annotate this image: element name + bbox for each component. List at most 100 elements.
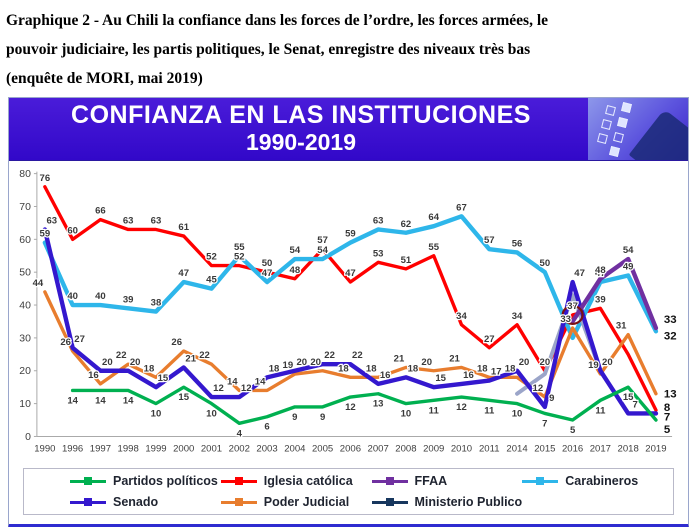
x-tick-label: 1990 — [34, 443, 55, 454]
data-label: 12 — [533, 383, 544, 394]
data-label: 50 — [540, 258, 551, 269]
data-label: 76 — [40, 173, 51, 184]
data-label: 18 — [408, 363, 419, 374]
data-label: 12 — [456, 402, 467, 413]
data-label: 9 — [292, 412, 297, 423]
x-tick-label: 2016 — [562, 443, 583, 454]
circled-annotation — [561, 304, 584, 325]
legend-label: Ministerio Publico — [414, 495, 523, 509]
hand-pen-silhouette — [628, 109, 688, 160]
data-label: 22 — [352, 350, 363, 361]
data-label: 5 — [570, 425, 576, 436]
x-tick-label: 1996 — [62, 443, 83, 454]
data-label: 47 — [178, 268, 189, 279]
data-label: 47 — [345, 268, 356, 279]
data-label: 27 — [74, 334, 85, 345]
legend-item: Partidos políticos — [70, 474, 221, 488]
data-label: 52 — [234, 252, 245, 263]
data-label: 20 — [421, 357, 432, 368]
data-label: 11 — [429, 405, 440, 416]
chart-title: CONFIANZA EN LAS INSTITUCIONES 1990-2019 — [9, 101, 593, 155]
data-label: 62 — [401, 219, 412, 230]
data-label: 59 — [40, 229, 51, 240]
data-label: 67 — [456, 202, 467, 213]
x-tick-label: 2005 — [312, 443, 333, 454]
data-label: 21 — [449, 353, 460, 364]
y-tick-label: 50 — [19, 268, 31, 279]
data-label: 16 — [380, 370, 391, 381]
data-label: 18 — [144, 363, 155, 374]
legend-item: Senado — [70, 495, 221, 509]
data-label: 54 — [317, 245, 328, 256]
data-label: 47 — [262, 268, 273, 279]
data-label: 15 — [623, 392, 634, 403]
data-label: 17 — [491, 367, 502, 378]
data-label: 56 — [512, 238, 523, 249]
x-tick-label: 2010 — [451, 443, 472, 454]
legend-label: Senado — [113, 495, 159, 509]
chart-area: 0 10 20 30 40 50 60 70 80 1990 1996 1997 1998 1999 200… — [9, 161, 688, 468]
data-label: 14 — [95, 395, 106, 406]
data-label: 18 — [505, 363, 516, 374]
data-label: 6 — [264, 422, 269, 433]
data-label: 53 — [373, 248, 384, 259]
y-tick-label: 80 — [19, 169, 31, 180]
data-label: 20 — [519, 357, 530, 368]
data-label: 10 — [401, 409, 412, 420]
data-label: 5 — [664, 424, 671, 436]
chart-title-banner: CONFIANZA EN LAS INSTITUCIONES 1990-2019 — [9, 98, 688, 161]
x-tick-label: 2017 — [590, 443, 611, 454]
caption-line-1: Graphique 2 - Au Chili la confiance dans… — [6, 12, 549, 29]
data-label: 63 — [151, 216, 162, 227]
data-label: 39 — [595, 294, 606, 305]
caption-line-2: pouvoir judiciaire, les partis politique… — [6, 41, 531, 58]
data-label: 48 — [290, 265, 301, 276]
data-label: 18 — [366, 363, 377, 374]
x-tick-label: 2008 — [395, 443, 416, 454]
data-label: 52 — [206, 252, 217, 263]
data-label: 54 — [290, 245, 301, 256]
data-label: 14 — [255, 376, 266, 387]
data-label: 4 — [237, 428, 243, 439]
x-tick-label: 2000 — [173, 443, 194, 454]
data-label: 22 — [116, 350, 127, 361]
data-label: 31 — [616, 321, 627, 332]
data-label: 12 — [241, 383, 252, 394]
data-label: 15 — [435, 373, 446, 384]
data-label: 38 — [151, 298, 162, 309]
y-tick-label: 10 — [19, 399, 31, 410]
data-label: 10 — [206, 409, 217, 420]
data-label: 7 — [664, 411, 670, 423]
legend-swatch — [70, 476, 106, 485]
data-label: 21 — [394, 353, 405, 364]
data-label: 57 — [484, 235, 495, 246]
data-label: 32 — [664, 330, 677, 342]
legend-item: Poder Judicial — [220, 495, 372, 509]
data-label: 15 — [158, 373, 169, 384]
legend-swatch — [220, 476, 257, 485]
data-label: 34 — [456, 311, 467, 322]
data-label: 20 — [102, 357, 113, 368]
legend-item: Iglesia católica — [220, 474, 372, 488]
x-tick-label: 2006 — [340, 443, 361, 454]
x-tick-label: 2009 — [423, 443, 444, 454]
data-label: 51 — [401, 255, 412, 266]
data-label: 14 — [227, 376, 238, 387]
x-tick-label: 2001 — [201, 443, 222, 454]
series-line — [70, 385, 658, 426]
data-label: 20 — [602, 357, 613, 368]
data-label: 18 — [338, 363, 349, 374]
data-label: 8 — [664, 402, 671, 414]
data-label: 48 — [595, 265, 606, 276]
data-label: 44 — [33, 278, 44, 289]
legend-swatch — [70, 497, 106, 506]
data-label: 20 — [310, 357, 321, 368]
data-label: 10 — [151, 409, 162, 420]
data-label: 18 — [477, 363, 488, 374]
data-label: 19 — [283, 360, 294, 371]
data-label: 19 — [588, 360, 599, 371]
data-label: 33 — [664, 314, 677, 326]
series-line — [42, 227, 659, 416]
data-label: 59 — [345, 229, 356, 240]
